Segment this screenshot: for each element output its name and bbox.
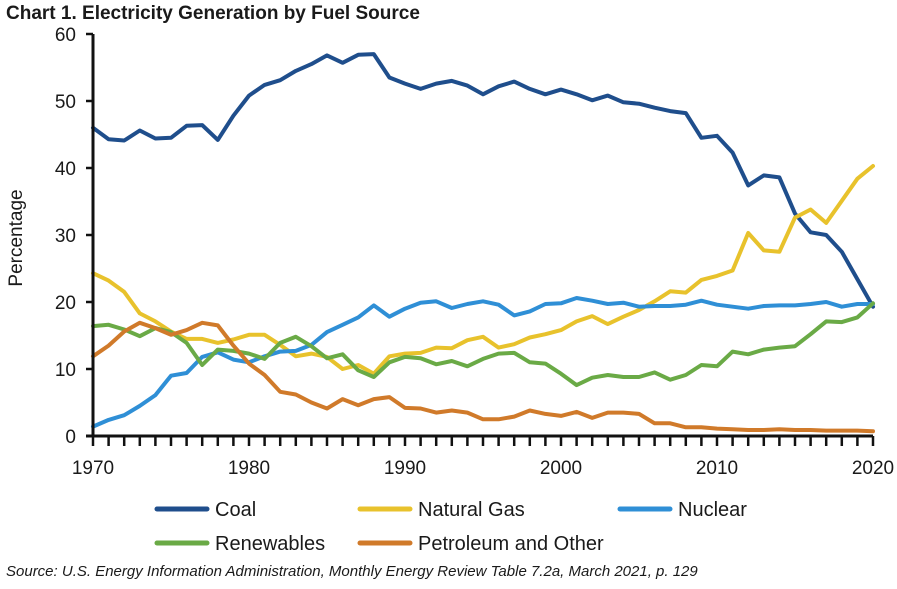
y-tick-label: 0 — [65, 427, 76, 448]
x-tick-label: 1990 — [384, 458, 426, 479]
x-tick-label: 1970 — [72, 458, 114, 479]
legend-label-renewables: Renewables — [215, 533, 325, 555]
chart-title: Chart 1. Electricity Generation by Fuel … — [6, 3, 420, 24]
series-line-renewables — [91, 301, 875, 388]
legend-label-petroleum-and-other: Petroleum and Other — [418, 533, 604, 555]
series-line-natural-gas — [91, 164, 875, 376]
y-tick-label: 40 — [55, 159, 76, 180]
series-lines — [91, 52, 875, 434]
y-tick-label: 20 — [55, 293, 76, 314]
x-tick-label: 1980 — [228, 458, 270, 479]
series-line-nuclear — [91, 296, 875, 429]
legend: Coal Natural Gas Nuclear Renewables Petroleu… — [154, 499, 747, 555]
series-line-petroleum-and-other — [91, 320, 875, 434]
x-tick-label: 2000 — [540, 458, 582, 479]
x-tick-labels: 1970 1980 1990 2000 2010 2020 — [72, 458, 894, 479]
y-tick-label: 50 — [55, 92, 76, 113]
axes — [86, 32, 875, 446]
legend-label-coal: Coal — [215, 499, 256, 521]
x-tick-label: 2020 — [852, 458, 894, 479]
y-axis-title-group: Percentage — [6, 189, 27, 286]
y-tick-label: 10 — [55, 360, 76, 381]
x-tick-label: 2010 — [696, 458, 738, 479]
line-chart: Percentage 0 10 20 30 40 50 60 1970 1980 1990 200… — [6, 25, 894, 555]
y-tick-label: 30 — [55, 226, 76, 247]
y-tick-labels: 0 10 20 30 40 50 60 — [55, 25, 76, 448]
legend-label-natural-gas: Natural Gas — [418, 499, 525, 521]
series-line-coal — [91, 52, 875, 309]
y-tick-label: 60 — [55, 25, 76, 46]
source-note: Source: U.S. Energy Information Administ… — [6, 563, 698, 580]
legend-label-nuclear: Nuclear — [678, 499, 747, 521]
y-axis-title: Percentage — [6, 189, 27, 286]
